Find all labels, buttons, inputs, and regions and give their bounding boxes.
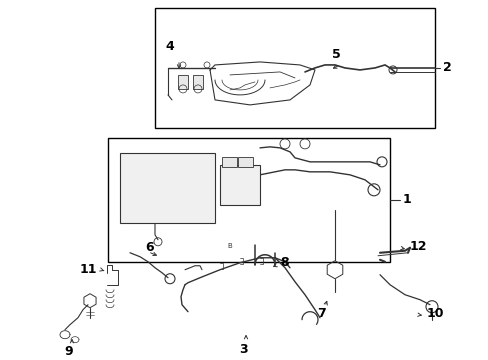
Text: 5: 5	[331, 49, 340, 62]
Bar	[193, 75, 203, 89]
Bar	[155, 8, 434, 128]
Text: 2: 2	[442, 62, 451, 75]
Bar	[120, 153, 215, 223]
Text: 7: 7	[317, 307, 325, 320]
Text: 6: 6	[145, 241, 154, 254]
Bar	[178, 75, 187, 89]
Bar	[108, 138, 389, 262]
Bar	[222, 157, 237, 167]
Text: 8: 8	[280, 256, 288, 269]
Text: 12: 12	[409, 240, 427, 253]
Text: 9: 9	[64, 345, 73, 358]
Bar	[220, 165, 260, 205]
Bar	[238, 157, 252, 167]
Text: 4: 4	[165, 40, 174, 53]
Text: B: B	[227, 243, 232, 249]
Text: 11: 11	[79, 263, 97, 276]
Text: 1: 1	[402, 193, 411, 206]
Text: 3: 3	[239, 343, 248, 356]
Text: 10: 10	[426, 307, 444, 320]
